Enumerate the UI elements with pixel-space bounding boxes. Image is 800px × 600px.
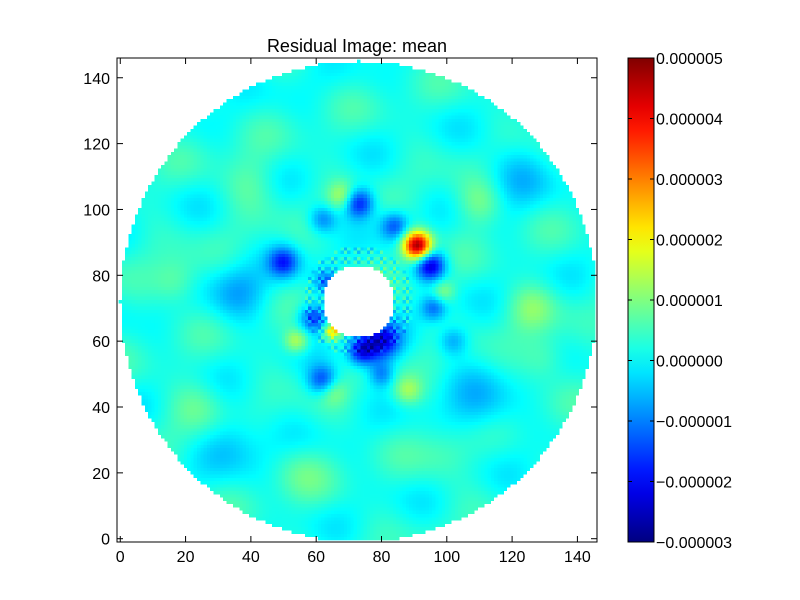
x-tick-label: 120 — [499, 549, 526, 566]
x-tick-label: 20 — [177, 549, 195, 566]
x-tick-label: 80 — [373, 549, 391, 566]
residual-heatmap-image — [118, 59, 596, 541]
colorbar-tick-label: 0.000000 — [656, 354, 723, 371]
y-tick-label: 40 — [92, 400, 110, 417]
y-tick-label: 0 — [101, 532, 110, 549]
axes-frame — [116, 57, 598, 543]
colorbar-tick-label: 0.000004 — [656, 112, 723, 129]
colorbar-tick-label: −0.000003 — [656, 535, 732, 552]
colorbar-tick-label: 0.000003 — [656, 172, 723, 189]
y-tick-label: 60 — [92, 334, 110, 351]
y-tick-label: 100 — [83, 202, 110, 219]
x-tick-label: 100 — [433, 549, 460, 566]
colorbar-tick-label: −0.000002 — [656, 475, 732, 492]
colorbar-tick-label: −0.000001 — [656, 414, 732, 431]
x-tick-label: 40 — [242, 549, 260, 566]
y-tick-label: 140 — [83, 71, 110, 88]
colorbar-gradient — [627, 57, 655, 543]
y-tick-label: 20 — [92, 466, 110, 483]
heatmap-plot — [118, 59, 596, 541]
x-tick-label: 0 — [116, 549, 125, 566]
y-tick-label: 120 — [83, 137, 110, 154]
x-tick-label: 60 — [307, 549, 325, 566]
colorbar-tick-label: 0.000005 — [656, 51, 723, 68]
colorbar-tick-label: 0.000001 — [656, 293, 723, 310]
y-tick-label: 80 — [92, 268, 110, 285]
plot-axes: 0 20 40 60 80 100 120 140 0 20 40 60 80 100 120 140 — [83, 57, 598, 566]
colorbar-tick-label: 0.000002 — [656, 233, 723, 250]
chart-title: Residual Image: mean — [267, 36, 447, 56]
colorbar: 0.000005 0.000004 0.000003 0.000002 0.000001… — [627, 51, 732, 552]
x-tick-label: 140 — [564, 549, 591, 566]
